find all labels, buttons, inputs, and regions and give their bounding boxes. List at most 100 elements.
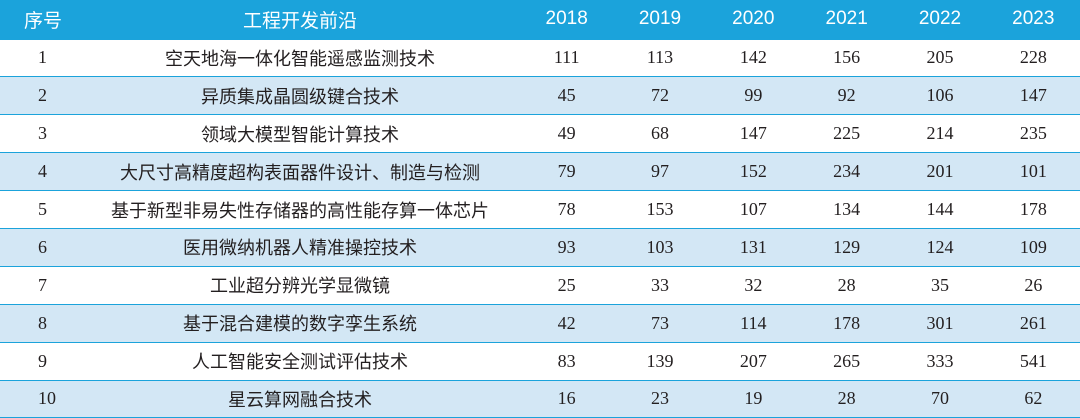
row-name: 空天地海一体化智能遥感监测技术 <box>165 48 435 70</box>
cell-2021: 178 <box>833 312 861 333</box>
cell-2018: 83 <box>557 350 576 371</box>
cell-2021: 28 <box>837 274 856 295</box>
cell-2022: 106 <box>926 85 954 106</box>
row-index: 3 <box>38 123 47 144</box>
cell-2022: 201 <box>926 161 954 182</box>
cell-2018: 93 <box>557 236 576 257</box>
header-name: 工程开发前沿 <box>242 10 357 32</box>
cell-2023: 541 <box>1019 350 1047 371</box>
cell-2022: 144 <box>926 199 954 219</box>
cell-2020: 114 <box>740 312 767 333</box>
cell-2023: 109 <box>1019 236 1047 257</box>
cell-2021: 225 <box>833 123 861 144</box>
cell-2020: 207 <box>739 350 767 371</box>
cell-2019: 113 <box>646 47 674 68</box>
row-name: 星云算网融合技术 <box>228 389 372 411</box>
cell-2018: 78 <box>557 199 576 219</box>
cell-2018: 111 <box>553 47 580 68</box>
cell-2023: 228 <box>1019 47 1047 68</box>
cell-2019: 68 <box>650 123 669 144</box>
row-index: 8 <box>38 312 47 333</box>
cell-2023: 235 <box>1019 123 1047 144</box>
table-header-row: 序号 工程开发前沿 2018 2019 2020 2021 2022 2023 <box>0 0 1080 39</box>
row-name: 医用微纳机器人精准操控技术 <box>183 238 417 260</box>
row-index: 10 <box>38 388 56 409</box>
cell-2019: 33 <box>650 274 669 295</box>
cell-2022: 333 <box>926 350 954 371</box>
row-index: 6 <box>38 236 47 257</box>
cell-2021: 28 <box>837 388 856 409</box>
table-row: 9 人工智能安全测试评估技术 83 139 207 265 333 541 <box>0 342 1080 380</box>
cell-2022: 70 <box>930 388 949 409</box>
cell-2020: 99 <box>744 85 763 106</box>
cell-2019: 72 <box>650 85 669 106</box>
table-row: 7 工业超分辨光学显微镜 25 33 32 28 35 26 <box>0 266 1080 304</box>
table-row: 2 异质集成晶圆级键合技术 45 72 99 92 106 147 <box>0 76 1080 115</box>
cell-2023: 178 <box>1019 199 1047 219</box>
header-year-2021: 2021 <box>825 8 868 30</box>
cell-2023: 101 <box>1019 161 1047 182</box>
table-row: 4 大尺寸高精度超构表面器件设计、制造与检测 79 97 152 234 201… <box>0 152 1080 191</box>
cell-2018: 16 <box>557 388 576 409</box>
row-index: 1 <box>38 47 47 68</box>
cell-2019: 103 <box>646 236 674 257</box>
cell-2018: 79 <box>557 161 576 182</box>
row-name: 异质集成晶圆级键合技术 <box>201 86 399 108</box>
row-index: 5 <box>38 199 47 219</box>
cell-2021: 134 <box>833 199 861 219</box>
cell-2019: 153 <box>646 199 674 219</box>
row-index: 9 <box>38 350 47 371</box>
cell-2020: 152 <box>739 161 767 182</box>
cell-2020: 19 <box>744 388 763 409</box>
header-year-2019: 2019 <box>638 8 682 30</box>
table-row: 6 医用微纳机器人精准操控技术 93 103 131 129 124 109 <box>0 228 1080 267</box>
cell-2023: 62 <box>1024 388 1043 409</box>
header-year-2020: 2020 <box>732 8 775 30</box>
cell-2018: 45 <box>557 85 576 106</box>
cell-2019: 73 <box>650 312 669 333</box>
row-index: 4 <box>38 161 47 182</box>
cell-2023: 261 <box>1019 312 1047 333</box>
cell-2022: 301 <box>926 312 954 333</box>
row-name: 基于混合建模的数字孪生系统 <box>183 314 417 336</box>
cell-2022: 214 <box>926 123 954 144</box>
header-year-2018: 2018 <box>545 8 588 30</box>
cell-2018: 42 <box>557 312 576 333</box>
table-row: 1 空天地海一体化智能遥感监测技术 111 113 142 156 205 22… <box>0 39 1080 77</box>
cell-2021: 265 <box>833 350 861 371</box>
cell-2023: 26 <box>1024 274 1043 295</box>
cell-2019: 97 <box>650 161 669 182</box>
cell-2019: 23 <box>650 388 669 409</box>
cell-2020: 32 <box>744 274 763 295</box>
table-row: 10 星云算网融合技术 16 23 19 28 70 62 <box>0 380 1080 418</box>
header-year-2023: 2023 <box>1012 8 1055 30</box>
header-year-2022: 2022 <box>918 8 962 30</box>
cell-2022: 124 <box>926 236 954 257</box>
cell-2018: 49 <box>557 123 576 144</box>
cell-2022: 205 <box>926 47 954 68</box>
row-index: 2 <box>38 85 47 106</box>
cell-2019: 139 <box>646 350 674 371</box>
cell-2020: 107 <box>739 199 767 219</box>
cell-2020: 147 <box>739 123 767 144</box>
row-name: 领域大模型智能计算技术 <box>201 124 399 146</box>
table-row: 5 基于新型非易失性存储器的高性能存算一体芯片 78 153 107 134 1… <box>0 190 1080 229</box>
table-row: 8 基于混合建模的数字孪生系统 42 73 114 178 301 261 <box>0 304 1080 343</box>
cell-2023: 147 <box>1019 85 1047 106</box>
cell-2021: 156 <box>833 47 861 68</box>
cell-2021: 129 <box>833 236 861 257</box>
row-index: 7 <box>38 274 47 295</box>
row-name: 大尺寸高精度超构表面器件设计、制造与检测 <box>120 162 480 184</box>
cell-2022: 35 <box>930 274 949 295</box>
cell-2020: 142 <box>739 47 767 68</box>
cell-2021: 92 <box>837 85 856 106</box>
row-name: 人工智能安全测试评估技术 <box>192 352 408 374</box>
row-name: 基于新型非易失性存储器的高性能存算一体芯片 <box>111 200 489 222</box>
row-name: 工业超分辨光学显微镜 <box>210 276 390 298</box>
header-index: 序号 <box>24 10 63 32</box>
cell-2018: 25 <box>557 274 576 295</box>
cell-2020: 131 <box>739 236 767 257</box>
table-row: 3 领域大模型智能计算技术 49 68 147 225 214 235 <box>0 114 1080 153</box>
cell-2021: 234 <box>833 161 861 182</box>
